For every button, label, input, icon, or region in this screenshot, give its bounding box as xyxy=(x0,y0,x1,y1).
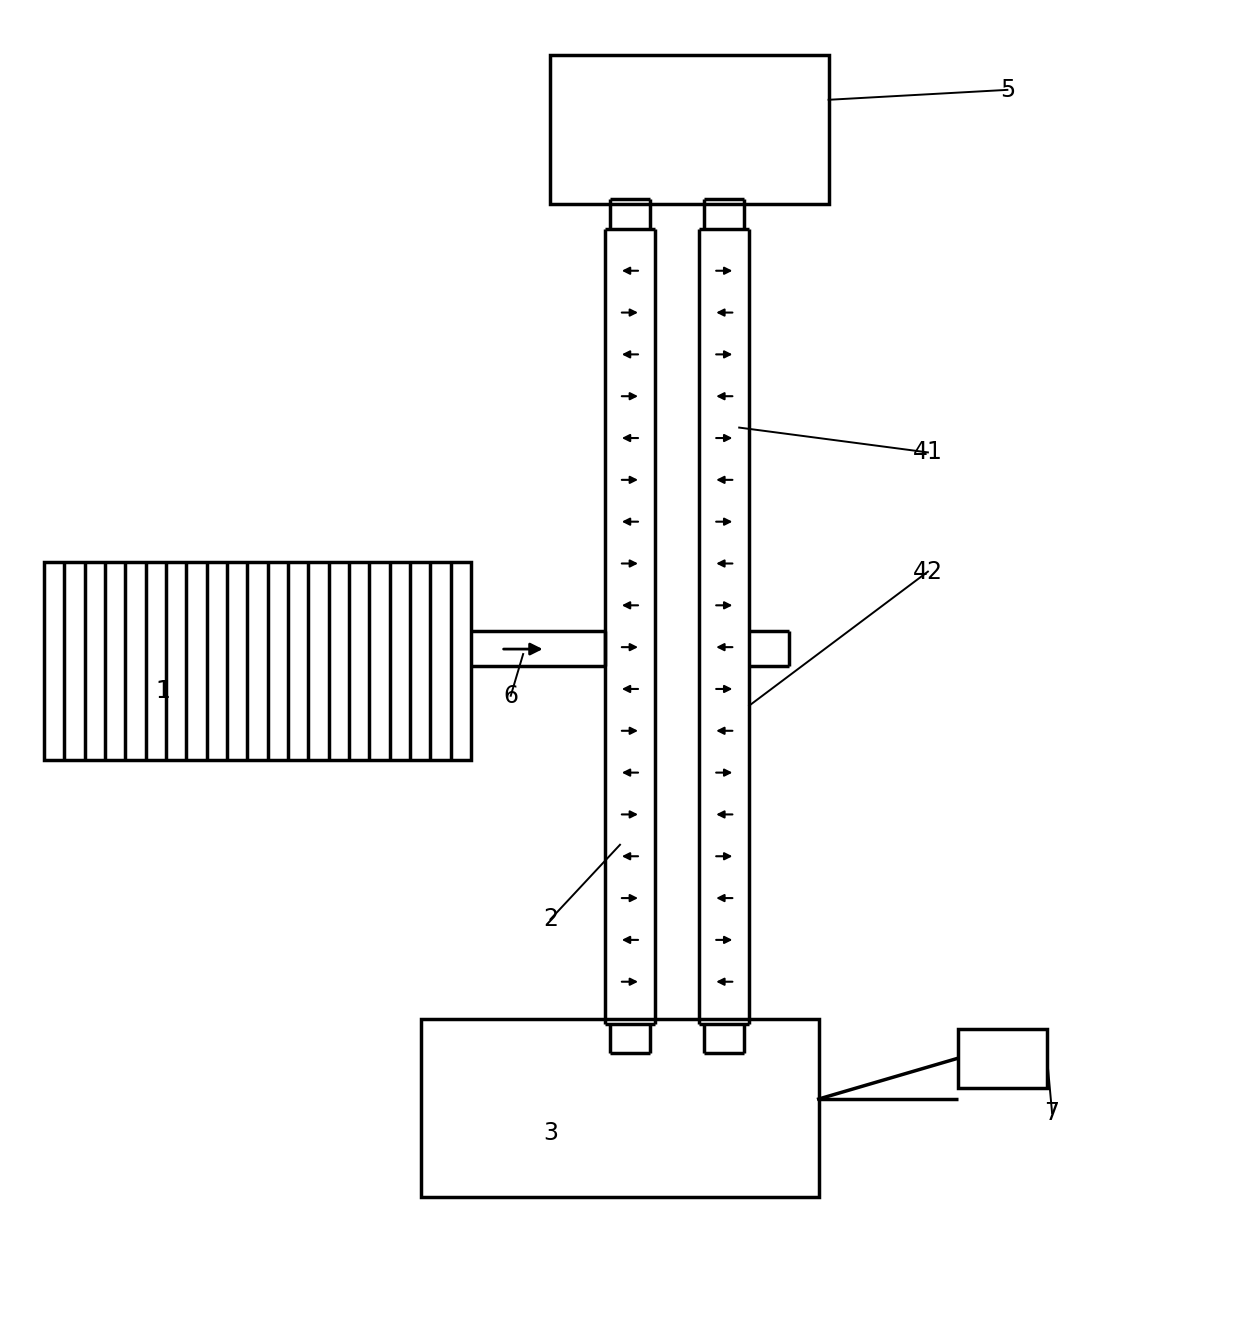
Text: 5: 5 xyxy=(999,78,1016,102)
Text: 3: 3 xyxy=(543,1120,558,1145)
Bar xyxy=(43,561,471,761)
Text: 41: 41 xyxy=(913,440,942,465)
Text: 2: 2 xyxy=(543,908,558,931)
Text: 1: 1 xyxy=(156,679,171,703)
Text: 7: 7 xyxy=(1044,1100,1059,1125)
Bar xyxy=(422,1018,818,1197)
Text: 42: 42 xyxy=(913,560,942,584)
Text: 6: 6 xyxy=(503,684,518,708)
Bar xyxy=(551,55,828,203)
Bar xyxy=(957,1029,1047,1089)
